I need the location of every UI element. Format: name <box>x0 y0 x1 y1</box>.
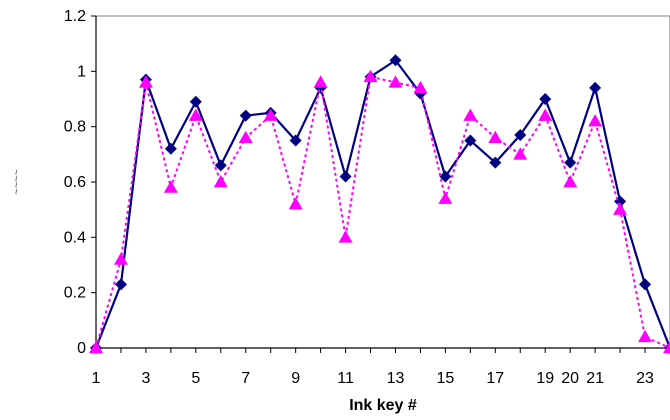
data-point <box>289 134 302 147</box>
data-point <box>589 81 602 94</box>
data-point <box>663 341 670 354</box>
data-point <box>489 156 502 169</box>
data-point <box>138 75 153 88</box>
x-tick-label: 19 <box>536 370 554 387</box>
x-tick-label: 23 <box>636 370 654 387</box>
data-point <box>613 202 628 215</box>
data-point <box>163 180 178 193</box>
data-point <box>389 54 402 67</box>
y-tick-label: 0 <box>77 340 86 357</box>
data-point <box>214 159 227 172</box>
data-point <box>288 197 303 210</box>
data-point <box>113 252 128 265</box>
x-tick-label: 1 <box>92 370 101 387</box>
y-tick-label: 0.2 <box>64 285 86 302</box>
data-point <box>514 128 527 141</box>
data-point <box>189 95 202 108</box>
x-tick-label: 21 <box>586 370 604 387</box>
data-point <box>114 278 127 291</box>
x-tick-label: 3 <box>141 370 150 387</box>
series-2 <box>89 69 670 354</box>
data-point <box>164 142 177 155</box>
plot-area <box>95 15 670 349</box>
data-point <box>388 75 403 88</box>
y-tick-label: 0.6 <box>64 174 86 191</box>
data-point <box>213 175 228 188</box>
x-axis-title: Ink key # <box>349 397 417 414</box>
data-point <box>638 329 653 343</box>
data-point <box>464 134 477 147</box>
series-layer <box>89 54 670 354</box>
y-tick-label: 0.8 <box>64 119 86 136</box>
data-point <box>238 130 253 143</box>
data-point <box>488 130 503 143</box>
data-point <box>539 93 552 105</box>
x-tick-label: 7 <box>241 370 250 387</box>
data-point <box>313 75 328 88</box>
y-tick-label: 1 <box>77 63 86 80</box>
data-point <box>413 80 428 94</box>
y-tick-label: 1.2 <box>64 8 86 25</box>
x-tick-label: 20 <box>561 370 579 387</box>
x-tick-label: 13 <box>387 370 405 387</box>
y-axis-label-text: ~~~~ <box>11 169 23 195</box>
data-point <box>439 170 452 183</box>
x-tick-label: 9 <box>291 370 300 387</box>
axes <box>91 15 670 353</box>
data-point <box>89 341 103 354</box>
series-line <box>95 75 670 349</box>
x-tick-label: 15 <box>436 370 454 387</box>
data-point <box>188 108 203 121</box>
data-point <box>338 230 353 243</box>
y-tick-label: 0.4 <box>64 229 86 246</box>
data-point <box>339 170 352 183</box>
tick-labels: 00.20.40.60.811.21 3 5 7 9 11 13 15 17 19 20 21 23 <box>64 8 654 387</box>
data-point <box>438 191 453 204</box>
data-point <box>588 114 603 127</box>
data-point <box>639 278 652 291</box>
data-point <box>463 108 478 121</box>
data-point <box>538 108 553 121</box>
data-point <box>564 156 577 169</box>
x-tick-label: 11 <box>337 370 354 387</box>
data-point <box>239 109 252 122</box>
data-point <box>563 175 578 188</box>
series-line <box>94 58 670 349</box>
x-tick-label: 5 <box>191 370 200 387</box>
x-tick-label: 17 <box>486 370 504 387</box>
data-point <box>513 147 528 160</box>
data-point <box>263 108 278 121</box>
data-point <box>363 69 378 83</box>
